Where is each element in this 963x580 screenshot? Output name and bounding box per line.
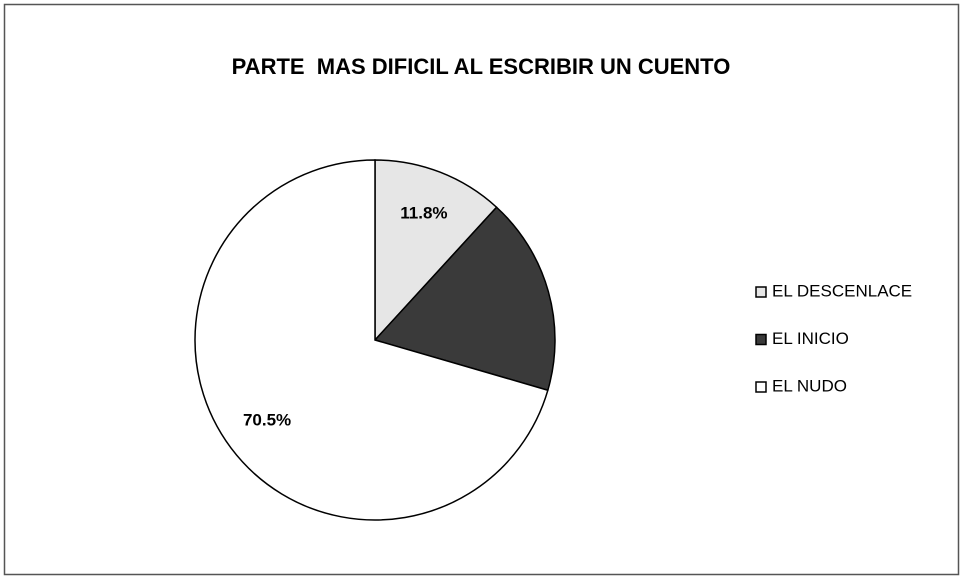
legend-label: EL NUDO	[772, 376, 847, 395]
legend-swatch	[755, 286, 767, 298]
legend-label: EL INICIO	[772, 329, 849, 348]
pie-slice	[373, 206, 556, 392]
data-label: 11.8%	[400, 204, 447, 223]
chart-title: PARTE MAS DIFICIL AL ESCRIBIR UN CUENTO	[232, 54, 731, 79]
legend-swatch	[755, 381, 767, 393]
legend-label: EL DESCENLACE	[772, 281, 912, 300]
data-label: 70.5%	[243, 411, 291, 430]
pie-slice	[194, 159, 549, 521]
legend-swatch	[755, 333, 767, 346]
pie-slice	[374, 159, 498, 342]
